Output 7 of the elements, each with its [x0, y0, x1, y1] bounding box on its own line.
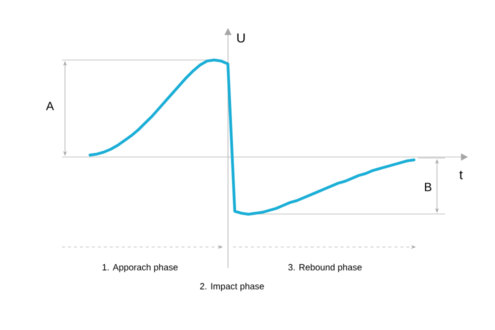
text: B — [425, 182, 432, 192]
text: 1. Apporach phase — [102, 264, 178, 272]
text: 3. Rebound phase — [288, 264, 362, 272]
y-axis-title: U — [237, 33, 245, 43]
text: 2. Impact phase — [200, 282, 264, 292]
x-axis-title: t — [459, 170, 463, 180]
text: A — [46, 102, 54, 110]
